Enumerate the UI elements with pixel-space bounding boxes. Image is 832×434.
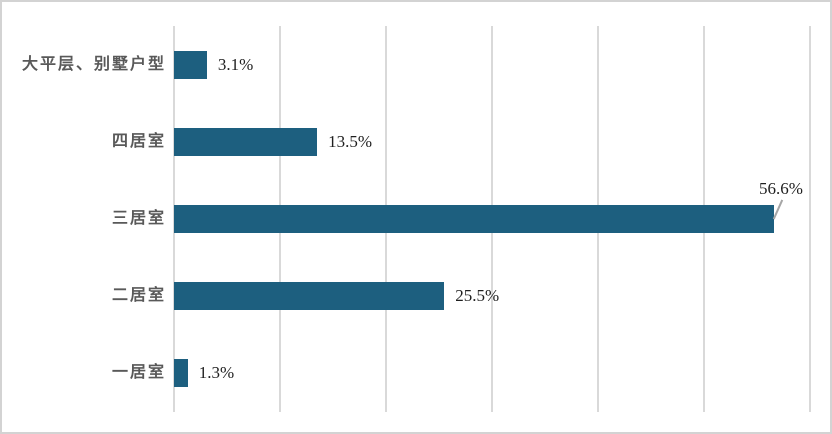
bar-1 xyxy=(174,127,318,156)
bar-0 xyxy=(174,50,207,79)
bar-4 xyxy=(174,359,188,388)
category-label: 二居室 xyxy=(111,287,166,305)
value-label: 3.1% xyxy=(217,54,254,74)
value-label: 1.3% xyxy=(198,363,235,383)
leader-line xyxy=(772,199,784,220)
category-label: 一居室 xyxy=(111,364,166,382)
plot-area: 3.1% 13.5% 56.6% 25.5% 1.3% xyxy=(173,26,811,412)
category-label: 三居室 xyxy=(111,210,166,227)
value-label: 56.6% xyxy=(758,179,803,198)
value-label: 25.5% xyxy=(455,286,500,306)
value-label: 13.5% xyxy=(328,131,373,151)
x-gridline xyxy=(809,26,811,412)
category-label: 四居室 xyxy=(111,132,166,150)
category-label: 大平层、别墅户型 xyxy=(21,55,166,73)
bar-2 xyxy=(174,205,774,233)
bar-3 xyxy=(174,282,445,311)
